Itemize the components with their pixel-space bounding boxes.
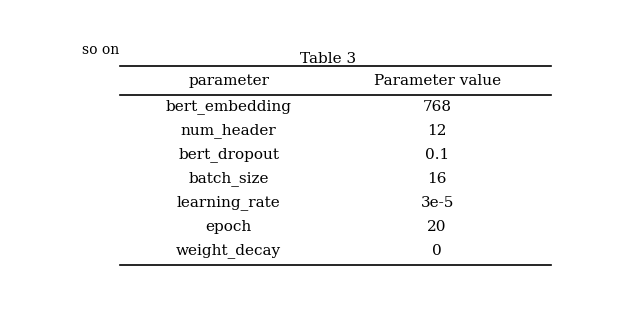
Text: weight_decay: weight_decay <box>176 243 282 259</box>
Text: 3e-5: 3e-5 <box>420 196 454 210</box>
Text: 0.1: 0.1 <box>425 148 449 162</box>
Text: num_header: num_header <box>181 123 276 138</box>
Text: Parameter value: Parameter value <box>374 74 500 88</box>
Text: 0: 0 <box>432 244 442 258</box>
Text: batch_size: batch_size <box>189 171 269 186</box>
Text: 20: 20 <box>428 220 447 234</box>
Text: 12: 12 <box>428 124 447 138</box>
Text: Table 3: Table 3 <box>300 52 356 66</box>
Text: bert_embedding: bert_embedding <box>166 99 292 114</box>
Text: 768: 768 <box>422 100 452 114</box>
Text: 16: 16 <box>428 172 447 186</box>
Text: bert_dropout: bert_dropout <box>179 147 279 162</box>
Text: learning_rate: learning_rate <box>177 195 281 210</box>
Text: so on: so on <box>83 43 120 57</box>
Text: epoch: epoch <box>205 220 252 234</box>
Text: parameter: parameter <box>188 74 269 88</box>
